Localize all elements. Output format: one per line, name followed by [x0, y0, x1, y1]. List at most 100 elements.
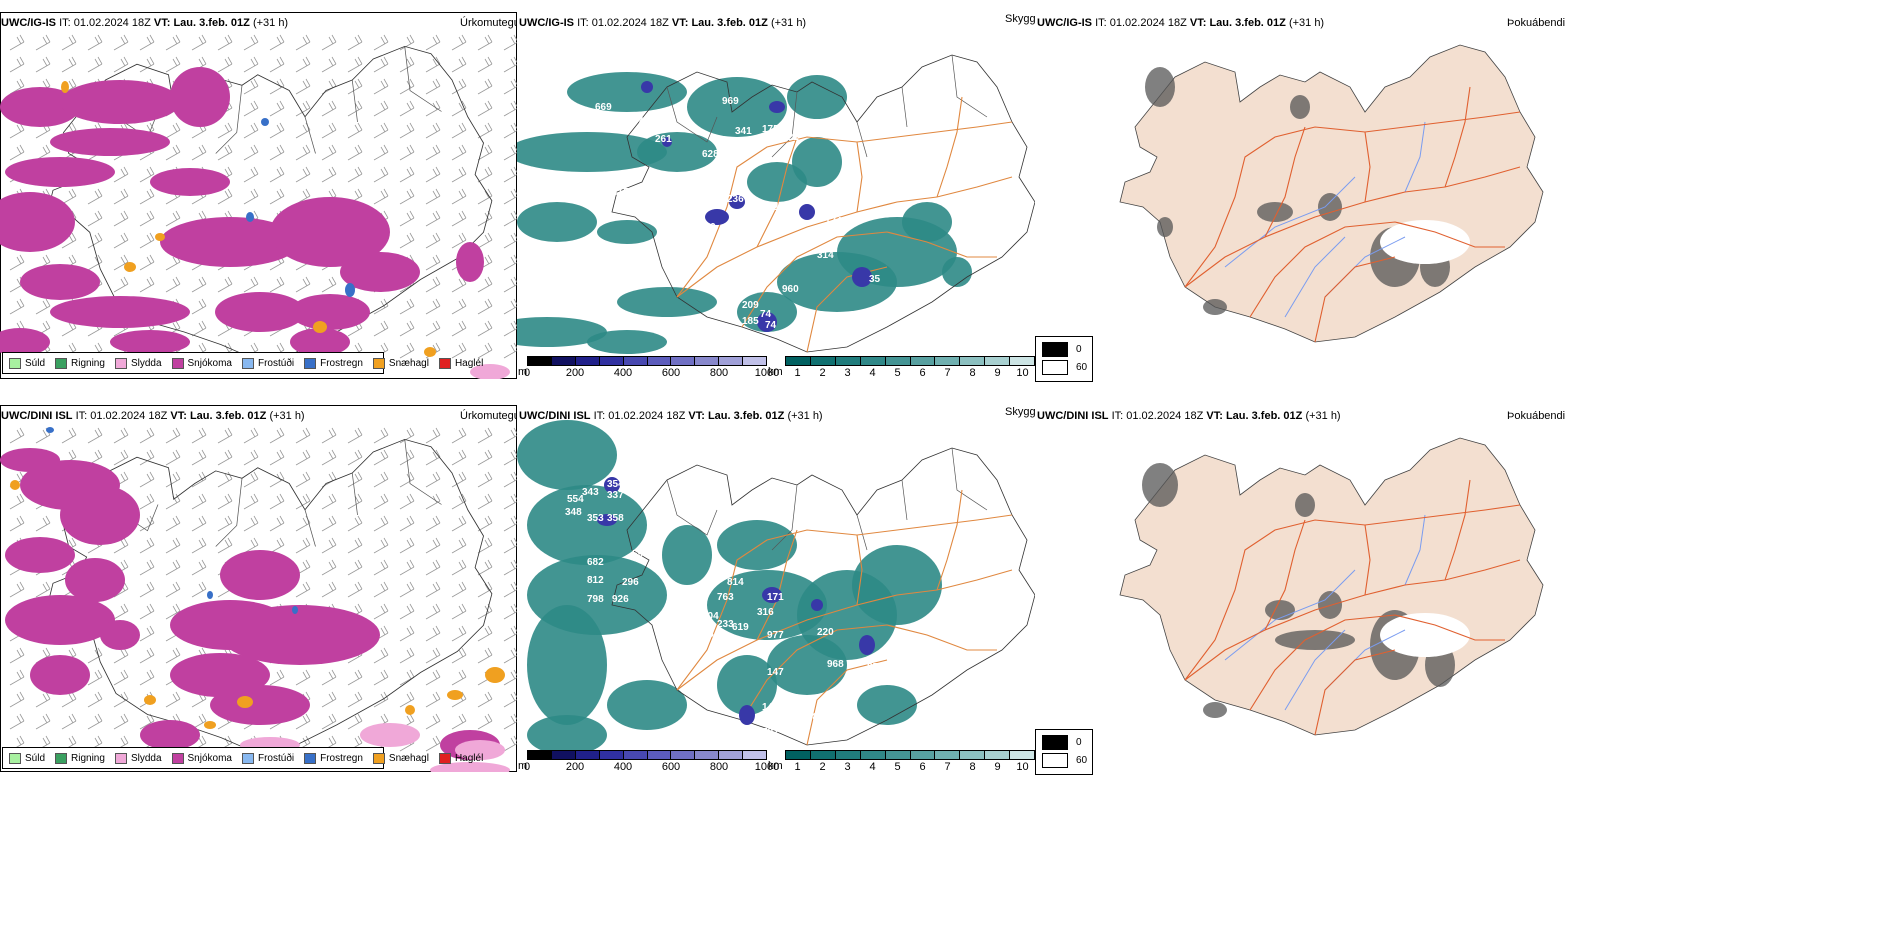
road-line	[1364, 131, 1371, 203]
visibility-value-label: 236	[727, 194, 744, 205]
legend-swatch	[241, 752, 254, 764]
scale-cell	[719, 357, 744, 365]
scale-tick-label: 600	[661, 367, 681, 379]
scale-cell	[743, 751, 767, 759]
legend-item: Snæhagl	[372, 752, 429, 764]
snow-pellets-area	[447, 690, 463, 700]
road-line	[1184, 111, 1521, 288]
scale-tick-label: 3	[844, 367, 851, 379]
legend-label: Frostregn	[320, 357, 363, 369]
visibility-value-label: 363	[717, 139, 734, 150]
legend-swatch	[55, 752, 68, 764]
legend-label: Haglél	[454, 357, 484, 369]
river-line	[1284, 236, 1346, 318]
visibility-value-label: 316	[757, 607, 774, 618]
visibility-value-label: 141	[762, 702, 779, 713]
visibility-value-label: 628	[702, 149, 719, 160]
low-visibility-area	[857, 685, 917, 725]
low-visibility-area	[567, 72, 687, 112]
river-line	[1404, 121, 1426, 193]
scale-cell	[935, 751, 961, 759]
visibility-value-label: 628	[697, 629, 714, 640]
scale-cell	[835, 357, 861, 365]
scale-tick-label: 1	[794, 367, 801, 379]
fog-area	[1203, 299, 1227, 315]
snow-area	[0, 192, 75, 252]
scale-cell	[910, 357, 936, 365]
snow-area	[140, 720, 200, 750]
fog-header-top: UWC/IG-IS IT: 01.02.2024 18Z VT: Lau. 3.…	[1037, 17, 1325, 29]
scale-tick-label: 7	[944, 761, 951, 773]
fog-legend-label: 0	[1076, 737, 1082, 748]
road-line	[1184, 504, 1521, 681]
low-visibility-area	[527, 485, 647, 565]
snow-area	[215, 292, 305, 332]
legend-label: Rigning	[71, 752, 105, 764]
road-line	[1264, 126, 1306, 238]
scale-cell	[695, 751, 720, 759]
dense-fog-area	[597, 514, 617, 526]
legend-swatch	[114, 752, 127, 764]
scale-cell	[860, 751, 886, 759]
icecap-area	[1380, 220, 1470, 264]
scale-tick-label: 10	[1016, 761, 1029, 773]
scale-cell	[623, 357, 648, 365]
visibility-value-label: 792	[762, 727, 779, 738]
scale-cell	[935, 357, 961, 365]
dense-fog-area	[729, 195, 745, 209]
road-line	[756, 136, 798, 248]
visibility-value-label: 682	[587, 557, 604, 568]
visibility-value-label: 982	[807, 712, 824, 723]
legend-label: Snjókoma	[187, 357, 232, 369]
snow-area	[0, 328, 50, 356]
fog-legend-swatch	[1042, 753, 1068, 768]
scale-tick-label: 800	[709, 367, 729, 379]
coastline	[611, 447, 1035, 746]
freezing-rain-area	[345, 283, 355, 297]
dense-fog-area	[799, 204, 815, 220]
legend-swatch	[55, 357, 68, 369]
scale-cell	[719, 751, 744, 759]
legend-item: Snjókoma	[171, 357, 232, 369]
legend-item: Slydda	[114, 752, 162, 764]
road-line	[936, 489, 963, 591]
snow-area	[5, 595, 115, 645]
legend-label: Frostúði	[257, 357, 295, 369]
visibility-title-bottom: Skyggni	[1005, 406, 1045, 418]
low-visibility-area	[902, 202, 952, 242]
legend-label: Snæhagl	[388, 357, 429, 369]
visibility-value-label: 798	[587, 594, 604, 605]
fog-legend-row: 0	[1042, 735, 1082, 750]
scale-cell	[1010, 751, 1035, 759]
scale-cell	[671, 751, 696, 759]
snow-pellets-area	[313, 321, 327, 333]
road-line	[756, 529, 798, 641]
low-visibility-area	[662, 525, 712, 585]
low-visibility-area	[747, 162, 807, 202]
visibility-value-label: 926	[612, 594, 629, 605]
visibility-value-label: 988	[699, 335, 716, 346]
scale-tick-label: 6	[919, 367, 926, 379]
precip-legend-top: Súld Rigning Slydda Snjókoma Frostúði Frostre…	[2, 352, 483, 374]
legend-item: Rigning	[55, 752, 105, 764]
legend-swatch	[438, 357, 451, 369]
low-visibility-area	[527, 715, 607, 755]
dense-fog-area	[662, 137, 672, 147]
snow-area	[20, 264, 100, 300]
sleet-area	[360, 723, 420, 747]
visibility-value-label: 174	[825, 216, 842, 227]
snow-pellets-area	[485, 667, 505, 683]
scale-cell	[786, 357, 811, 365]
fog-map-bottom	[1119, 437, 1544, 736]
visibility-unit-m-bottom: m	[518, 760, 528, 772]
scale-tick-label: 200	[565, 367, 585, 379]
snow-area	[30, 655, 90, 695]
visibility-value-label: 209	[742, 300, 759, 311]
snow-area	[220, 550, 300, 600]
visibility-value-label: 202	[742, 280, 759, 291]
dense-fog-area	[859, 635, 875, 655]
scale-tick-label: 6	[919, 761, 926, 773]
scale-cell	[528, 751, 552, 759]
road-line	[1249, 221, 1505, 318]
snow-area	[456, 242, 484, 282]
